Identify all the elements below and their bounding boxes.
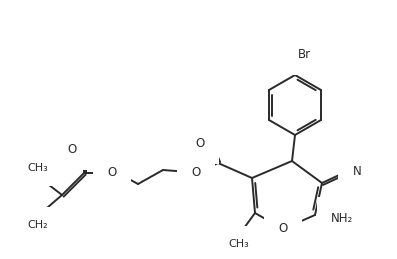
Text: O: O [191, 166, 200, 178]
Text: O: O [278, 222, 287, 235]
Text: CH₃: CH₃ [28, 163, 48, 173]
Text: CH₂: CH₂ [28, 220, 48, 230]
Text: N: N [353, 165, 361, 178]
Text: CH₃: CH₃ [229, 239, 249, 249]
Text: O: O [196, 136, 205, 149]
Text: NH₂: NH₂ [331, 212, 353, 225]
Text: O: O [68, 142, 77, 155]
Text: Br: Br [298, 47, 311, 61]
Text: O: O [107, 167, 117, 179]
